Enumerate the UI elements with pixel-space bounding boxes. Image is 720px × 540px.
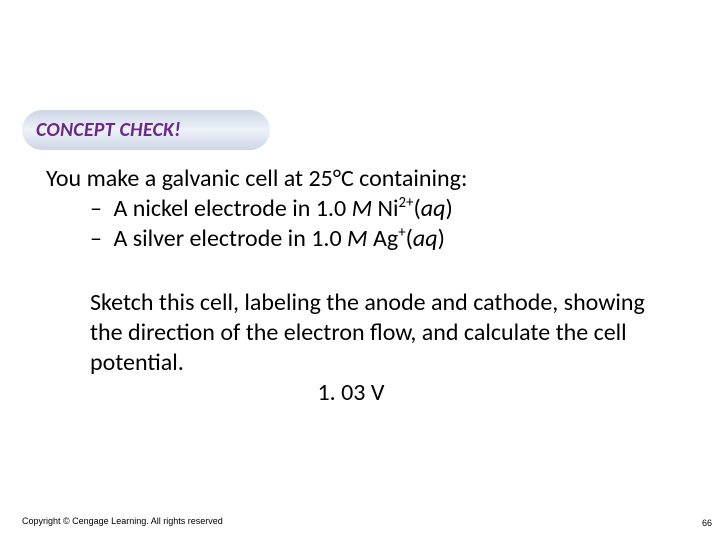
badge-label: CONCEPT CHECK! [36,118,181,142]
bullet-2: – A silver electrode in 1.0 M Ag+(aq) [46,224,656,254]
bullet1-paren-close: ) [445,194,452,223]
bullet1-prefix: A nickel electrode in 1.0 [113,194,351,223]
bullet-dash: – [90,224,108,254]
task-text: Sketch this cell, labeling the anode and… [46,288,656,378]
intro-text: You make a galvanic cell at 25°C contain… [46,164,656,194]
bullet2-sup: + [398,223,405,241]
bullet2-unit: M [347,224,368,253]
slide-body: You make a galvanic cell at 25°C contain… [46,164,656,408]
bullet1-state: aq [421,194,446,223]
page-number: 66 [702,518,712,528]
bullet1-unit: M [352,194,373,223]
bullet2-species: Ag [368,224,399,253]
bullet1-paren-open: ( [414,194,421,223]
bullet2-prefix: A silver electrode in 1.0 [113,224,347,253]
concept-check-badge: CONCEPT CHECK! [22,110,270,150]
bullet1-species: Ni [372,194,398,223]
bullet-dash: – [90,194,108,224]
bullet1-sup: 2+ [399,193,414,211]
bullet-1: – A nickel electrode in 1.0 M Ni2+(aq) [46,194,656,224]
copyright-text: Copyright © Cengage Learning. All rights… [22,516,223,526]
bullet2-state: aq [413,224,438,253]
answer-text: 1. 03 V [46,378,656,408]
bullet2-paren-open: ( [406,224,413,253]
bullet2-paren-close: ) [438,224,445,253]
